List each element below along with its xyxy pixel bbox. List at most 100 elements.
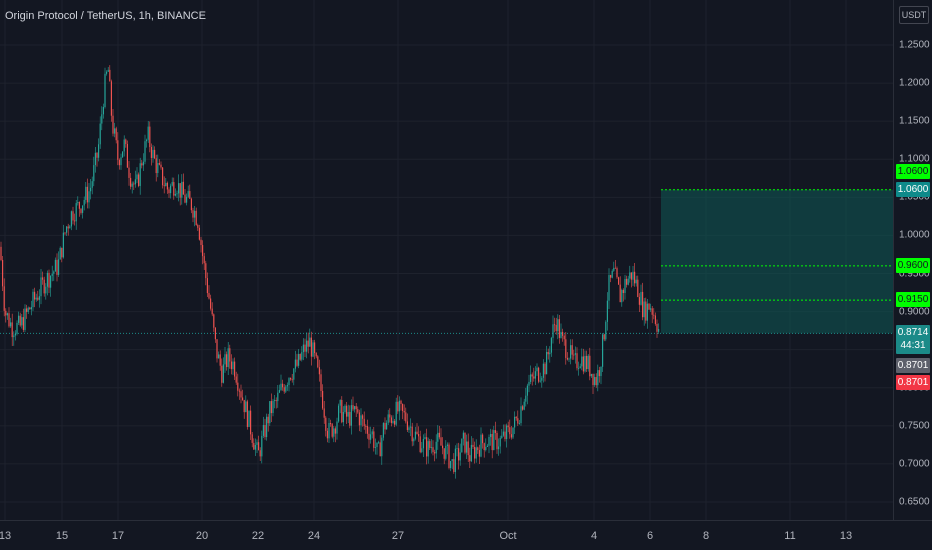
candle-body bbox=[358, 412, 360, 426]
price-tick-label: 0.7500 bbox=[899, 420, 930, 432]
candle-body bbox=[520, 406, 522, 424]
candle-body bbox=[112, 115, 114, 134]
candle-body bbox=[568, 358, 570, 360]
candle-body bbox=[382, 423, 384, 438]
candle-body bbox=[267, 416, 269, 424]
candle-body bbox=[494, 430, 496, 433]
candle-body bbox=[296, 359, 298, 366]
candle-body bbox=[477, 447, 479, 451]
candle-body bbox=[355, 406, 357, 410]
candle-body bbox=[488, 436, 490, 446]
price-tick-label: 0.6500 bbox=[899, 496, 930, 508]
candle-body bbox=[256, 442, 258, 445]
candle-body bbox=[139, 163, 141, 186]
candle-body bbox=[531, 374, 533, 377]
candle-body bbox=[123, 139, 125, 152]
candle-body bbox=[338, 405, 340, 422]
candle-body bbox=[102, 107, 104, 115]
candle-body bbox=[94, 152, 96, 166]
candle-body bbox=[435, 441, 437, 454]
candle-body bbox=[349, 412, 351, 426]
candle-body bbox=[530, 374, 532, 382]
candle-body bbox=[75, 203, 77, 222]
candle-body bbox=[138, 174, 140, 186]
candle-body bbox=[104, 73, 106, 108]
candle-body bbox=[262, 425, 264, 436]
candle-body bbox=[120, 157, 122, 166]
candle-body bbox=[56, 259, 58, 275]
candle-body bbox=[501, 435, 503, 438]
symbol-title[interactable]: Origin Protocol / TetherUS, 1h, BINANCE bbox=[5, 10, 206, 22]
candle-body bbox=[408, 427, 410, 430]
candle-body bbox=[517, 418, 519, 424]
candle-body bbox=[67, 226, 69, 229]
candle-body bbox=[115, 128, 117, 141]
candle-body bbox=[3, 286, 5, 311]
price-tick-label: 0.9000 bbox=[899, 306, 930, 318]
candle-body bbox=[518, 423, 520, 424]
candle-body bbox=[446, 444, 448, 446]
candle-body bbox=[298, 354, 300, 366]
candle-body bbox=[379, 442, 381, 457]
candle-body bbox=[240, 391, 242, 398]
candle-body bbox=[70, 211, 72, 227]
candle-body bbox=[474, 446, 476, 459]
candle-body bbox=[174, 194, 176, 196]
candle-body bbox=[117, 140, 119, 160]
candle-body bbox=[456, 448, 458, 450]
candle-body bbox=[645, 301, 647, 321]
candle-body bbox=[38, 296, 40, 300]
candle-body bbox=[46, 272, 48, 287]
candle-body bbox=[8, 313, 10, 327]
candle-body bbox=[243, 400, 245, 413]
price-tick-label: 0.9500 bbox=[899, 268, 930, 279]
candle-body bbox=[229, 348, 231, 362]
candle-body bbox=[339, 399, 341, 406]
candle-body bbox=[514, 416, 516, 428]
candle-body bbox=[280, 383, 282, 391]
candle-body bbox=[347, 412, 349, 417]
candle-body bbox=[26, 308, 28, 312]
time-tick-label: 13 bbox=[839, 530, 853, 542]
candle-body bbox=[533, 376, 535, 379]
candle-body bbox=[14, 333, 16, 336]
candle-body bbox=[282, 383, 284, 388]
candle-body bbox=[432, 447, 434, 453]
prev-close-tag: 0.8701 bbox=[896, 358, 930, 373]
candle-body bbox=[386, 422, 388, 430]
candle-body bbox=[470, 444, 472, 462]
candle-body bbox=[566, 357, 568, 360]
candle-body bbox=[400, 400, 402, 404]
candle-body bbox=[522, 406, 524, 410]
candle-body bbox=[622, 289, 624, 293]
candle-body bbox=[230, 361, 232, 370]
candle-body bbox=[147, 126, 149, 140]
candle-body bbox=[384, 423, 386, 430]
candle-body bbox=[627, 278, 629, 285]
candle-body bbox=[523, 401, 525, 410]
candle-body bbox=[126, 144, 128, 168]
candle-body bbox=[626, 278, 628, 285]
candle-body bbox=[163, 185, 165, 187]
candle-body bbox=[149, 126, 151, 148]
candle-body bbox=[214, 327, 216, 340]
candle-body bbox=[40, 277, 42, 297]
candle-body bbox=[0, 246, 2, 261]
candle-body bbox=[579, 366, 581, 368]
candle-body bbox=[299, 354, 301, 360]
candle-body bbox=[323, 408, 325, 418]
currency-label[interactable]: USDT bbox=[899, 6, 929, 24]
candle-body bbox=[464, 432, 466, 453]
candle-body bbox=[334, 428, 336, 434]
candle-body bbox=[595, 377, 597, 386]
candle-body bbox=[389, 414, 391, 418]
candle-body bbox=[232, 361, 234, 370]
candle-body bbox=[198, 227, 200, 240]
candle-body bbox=[325, 417, 327, 431]
time-tick-label: 8 bbox=[702, 530, 710, 542]
candle-body bbox=[418, 433, 420, 437]
candle-body bbox=[621, 289, 623, 303]
candle-body bbox=[542, 363, 544, 378]
candle-body bbox=[448, 444, 450, 469]
